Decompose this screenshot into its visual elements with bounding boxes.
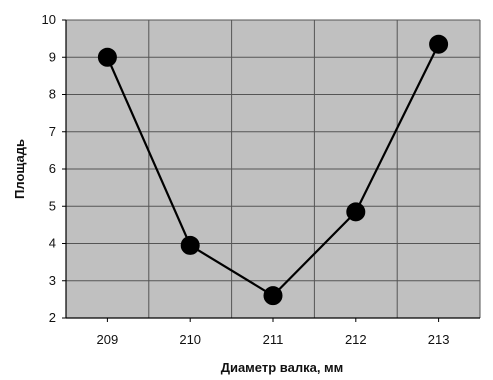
y-tick-label: 10 [42, 12, 56, 27]
axis-ticks: 2 3 4 5 6 7 8 9 10 209 210 211 212 213 [42, 12, 450, 347]
data-point [429, 34, 449, 54]
data-point [180, 235, 200, 255]
y-tick-label: 7 [49, 124, 56, 139]
data-point [263, 286, 283, 306]
x-tick-label: 213 [428, 332, 450, 347]
y-tick-label: 4 [49, 236, 56, 251]
data-series [97, 34, 449, 306]
x-tick-label: 211 [263, 332, 284, 347]
y-tick-label: 6 [49, 161, 56, 176]
data-point [97, 47, 117, 67]
y-axis-title: Площадь [12, 139, 27, 199]
y-tick-label: 5 [49, 198, 56, 213]
y-tick-label: 2 [49, 310, 56, 325]
y-tick-label: 3 [49, 273, 56, 288]
x-tick-label: 210 [179, 332, 201, 347]
grid-lines [65, 19, 481, 319]
x-axis-title: Диаметр валка, мм [221, 360, 344, 375]
x-tick-label: 209 [97, 332, 119, 347]
y-tick-label: 9 [49, 49, 56, 64]
x-tick-label: 212 [345, 332, 367, 347]
y-tick-label: 8 [49, 87, 56, 102]
data-point [346, 202, 366, 222]
